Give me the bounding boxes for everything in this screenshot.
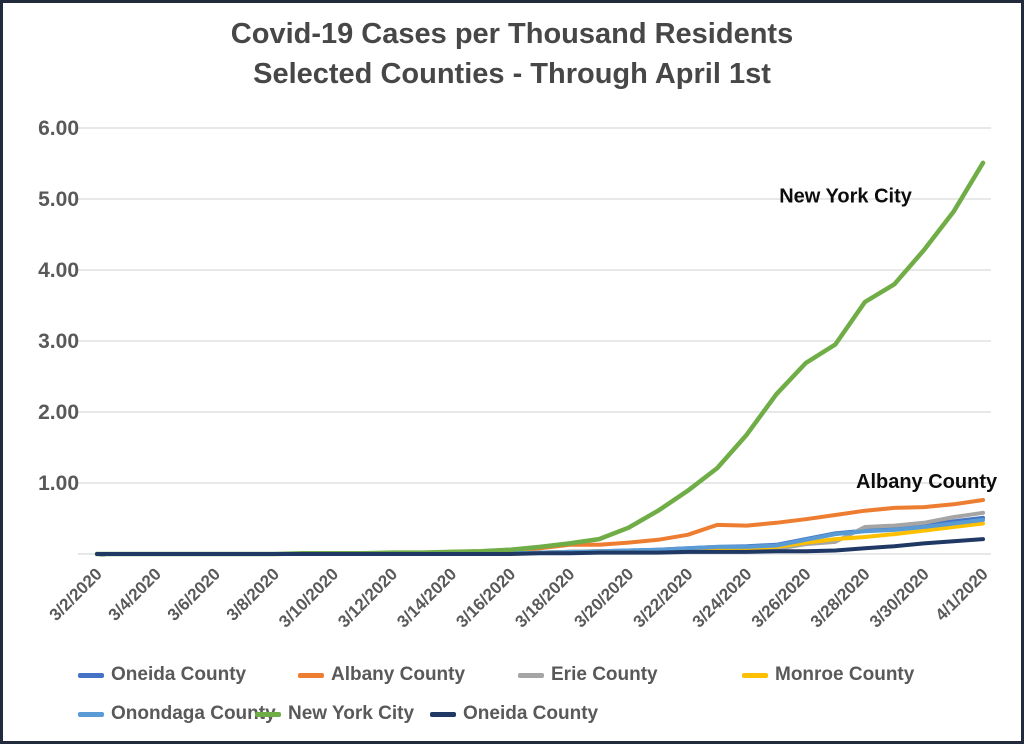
x-tick-label: 3/18/2020 xyxy=(511,564,578,631)
legend-item-monroe-county: Monroe County xyxy=(742,664,914,686)
y-tick-label: 6.00 xyxy=(38,117,79,140)
y-tick-label: 4.00 xyxy=(38,259,79,282)
x-tick-label: 4/1/2020 xyxy=(932,564,992,624)
x-tick-label: 3/26/2020 xyxy=(748,564,815,631)
legend-swatch-oneida-county xyxy=(78,672,104,678)
x-tick-label: 3/22/2020 xyxy=(630,564,697,631)
legend-swatch-albany-county xyxy=(298,672,324,678)
legend-label: Monroe County xyxy=(775,664,915,685)
y-tick-label: 3.00 xyxy=(38,330,79,353)
y-tick-label: 2.00 xyxy=(38,401,79,424)
x-tick-label: 3/12/2020 xyxy=(334,564,401,631)
legend-swatch-monroe-county xyxy=(742,672,768,678)
x-axis-labels: 3/2/20203/4/20203/6/20203/8/20203/10/202… xyxy=(46,564,992,631)
legend-swatch-oneida-county-2 xyxy=(430,711,456,717)
legend-item-onondaga-county: Onondaga County xyxy=(78,703,276,725)
x-tick-label: 3/2/2020 xyxy=(46,564,106,624)
legend-label: Erie County xyxy=(551,664,658,685)
chart-title: Covid-19 Cases per Thousand Residents Se… xyxy=(0,14,1024,94)
legend-item-albany-county: Albany County xyxy=(298,664,465,686)
legend-label: Oneida County xyxy=(463,703,599,724)
annotation-albany-county: Albany County xyxy=(856,471,998,493)
legend-label: New York City xyxy=(288,703,415,724)
x-tick-label: 3/8/2020 xyxy=(223,564,283,624)
legend-item-new-york-city: New York City xyxy=(255,703,414,725)
series-line-oneida-county-2 xyxy=(95,537,985,556)
y-tick-label: 5.00 xyxy=(38,188,79,211)
x-tick-label: 3/6/2020 xyxy=(164,564,224,624)
y-tick-label: 1.00 xyxy=(38,472,79,495)
x-tick-label: 3/30/2020 xyxy=(866,564,933,631)
x-tick-label: 3/14/2020 xyxy=(393,564,460,631)
legend-item-erie-county: Erie County xyxy=(518,664,658,686)
y-axis-labels: 6.005.004.003.002.001.00- xyxy=(38,117,106,566)
legend-label: Onondaga County xyxy=(111,703,276,724)
series-line-new-york-city xyxy=(94,160,986,557)
legend-label: Oneida County xyxy=(111,664,247,685)
series-lines xyxy=(94,160,986,557)
x-tick-label: 3/20/2020 xyxy=(571,564,638,631)
legend-swatch-new-york-city xyxy=(255,711,281,717)
legend-item-oneida-county: Oneida County xyxy=(78,664,246,686)
legend-label: Albany County xyxy=(331,664,466,685)
legend-swatch-onondaga-county xyxy=(78,711,104,717)
x-tick-label: 3/16/2020 xyxy=(452,564,519,631)
legend-swatch-erie-county xyxy=(518,672,544,678)
x-tick-label: 3/4/2020 xyxy=(105,564,165,624)
chart-title-line1: Covid-19 Cases per Thousand Residents xyxy=(230,18,794,50)
x-tick-label: 3/10/2020 xyxy=(275,564,342,631)
annotation-new-york-city: New York City xyxy=(779,186,913,208)
x-tick-label: 3/24/2020 xyxy=(689,564,756,631)
chart-title-line2: Selected Counties - Through April 1st xyxy=(253,58,771,90)
x-tick-label: 3/28/2020 xyxy=(807,564,874,631)
legend-item-oneida-county-2: Oneida County xyxy=(430,703,598,725)
